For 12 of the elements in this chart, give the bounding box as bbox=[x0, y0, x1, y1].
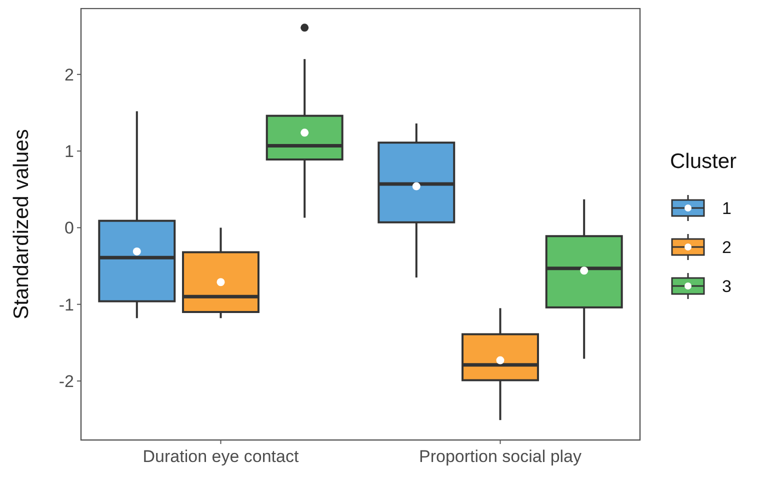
x-tick-label: Duration eye contact bbox=[142, 447, 299, 466]
legend-label: 2 bbox=[722, 238, 732, 257]
y-axis-title: Standardized values bbox=[10, 129, 33, 320]
y-tick-label: 1 bbox=[64, 142, 74, 162]
y-tick-label: -1 bbox=[58, 295, 74, 314]
legend-label: 1 bbox=[722, 198, 732, 218]
legend-title: Cluster bbox=[670, 150, 737, 173]
y-tick-label: 0 bbox=[64, 218, 74, 238]
x-tick-label: Proportion social play bbox=[418, 447, 582, 466]
legend-label: 3 bbox=[722, 276, 732, 296]
y-tick-label: -2 bbox=[58, 372, 74, 391]
y-tick-label: 2 bbox=[64, 65, 74, 84]
